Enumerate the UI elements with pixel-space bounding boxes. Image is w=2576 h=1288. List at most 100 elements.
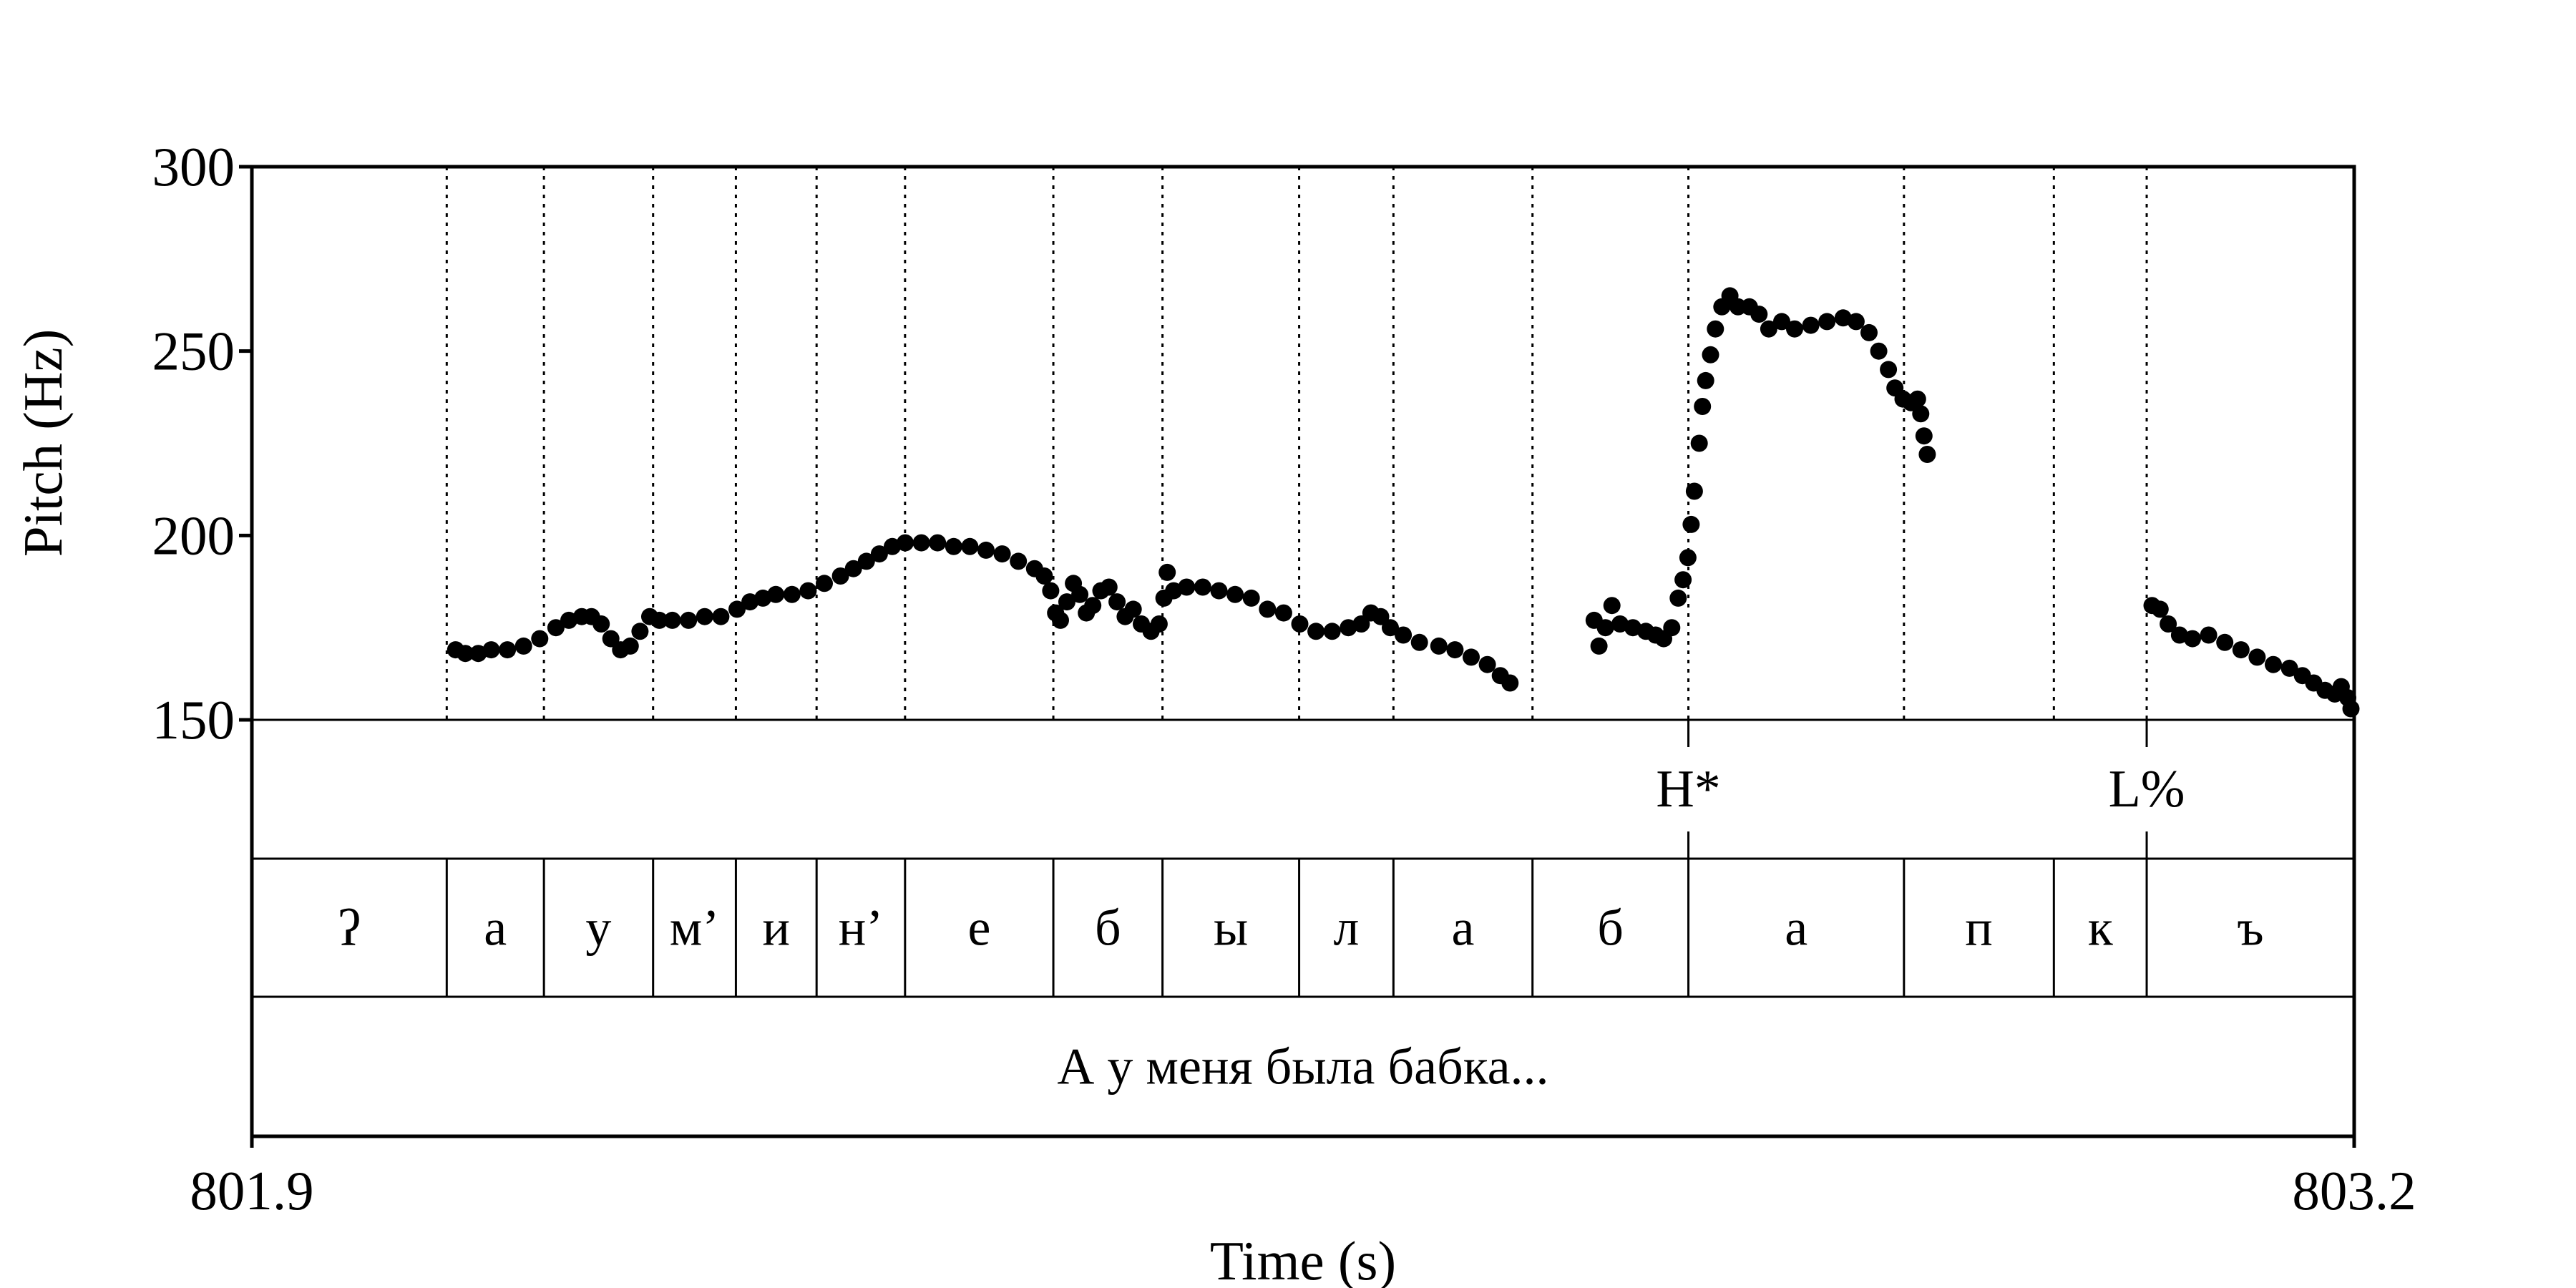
- segment-label: п: [1965, 899, 1993, 957]
- pitch-point: [1870, 342, 1888, 360]
- pitch-point: [1478, 655, 1496, 673]
- pitch-track: [447, 287, 2360, 718]
- segment-label: л: [1333, 899, 1359, 957]
- pitch-point: [1603, 597, 1621, 615]
- pitch-point: [1108, 593, 1126, 611]
- pitch-point: [1847, 313, 1865, 331]
- pitch-point: [977, 541, 995, 559]
- pitch-point: [469, 645, 487, 663]
- pitch-point: [2151, 600, 2169, 618]
- segment-label: а: [484, 899, 507, 957]
- pitch-point: [1084, 597, 1102, 615]
- pitch-point: [1446, 641, 1464, 659]
- tier-dividers: [445, 859, 2148, 997]
- pitch-point: [2200, 626, 2218, 644]
- segment-label: ы: [1214, 899, 1248, 957]
- pitch-point: [1697, 371, 1714, 389]
- pitch-point: [870, 545, 888, 563]
- pitch-point: [1352, 615, 1370, 633]
- pitch-point: [1194, 578, 1211, 596]
- pitch-point: [621, 637, 639, 655]
- pitch-point: [1624, 619, 1641, 637]
- pitch-point: [1150, 615, 1168, 633]
- pitch-point: [754, 589, 772, 607]
- pitch-point: [1674, 571, 1692, 589]
- pitch-point: [1682, 515, 1700, 533]
- pitch-point: [1042, 582, 1060, 600]
- pitch-point: [1058, 593, 1075, 611]
- pitch-point: [1323, 623, 1341, 640]
- pitch-point: [547, 619, 565, 637]
- pitch-point: [1307, 623, 1325, 640]
- tone-tier: H* L%: [1656, 720, 2185, 859]
- pitch-point: [680, 611, 698, 629]
- tone-label: H*: [1656, 760, 1720, 819]
- segment-label: е: [967, 899, 990, 957]
- pitch-point: [650, 611, 668, 629]
- pitch-point: [1760, 320, 1777, 338]
- pitch-point: [897, 534, 914, 552]
- pitch-point: [912, 534, 930, 552]
- word-tier: А у меня была бабка...: [1057, 1038, 1548, 1096]
- segment-label: а: [1785, 899, 1807, 957]
- pitch-point: [1915, 427, 1933, 445]
- pitch-point: [844, 560, 862, 577]
- pitch-point: [741, 593, 759, 611]
- plot-frame: [250, 165, 2356, 1138]
- pitch-point: [560, 611, 577, 629]
- pitch-point: [1178, 578, 1196, 596]
- pitch-point: [783, 585, 801, 603]
- pitch-point: [1242, 589, 1260, 607]
- pitch-point: [1596, 619, 1614, 637]
- pitch-point: [602, 630, 620, 648]
- pitch-point: [884, 537, 901, 555]
- pitch-point: [696, 608, 713, 625]
- pitch-point: [1707, 320, 1724, 338]
- pitch-point: [1071, 585, 1089, 603]
- pitch-point: [1663, 619, 1681, 637]
- pitch-point: [857, 552, 875, 570]
- pitch-point: [799, 582, 817, 600]
- pitch-point: [1372, 608, 1390, 625]
- pitch-point: [1880, 361, 1898, 379]
- pitch-point: [2160, 615, 2177, 633]
- pitch-point: [1750, 306, 1768, 323]
- pitch-point: [945, 537, 962, 555]
- pitch-point: [1908, 390, 1926, 408]
- pitch-point: [1669, 589, 1687, 607]
- pitch-point: [1210, 582, 1228, 600]
- pitch-point: [1382, 619, 1399, 637]
- pitch-point: [2265, 655, 2282, 673]
- x-tick-label-start: 801.9: [190, 1160, 313, 1221]
- segment-label: ʔ: [338, 899, 361, 957]
- pitch-point: [1340, 619, 1357, 637]
- pitch-point: [631, 623, 649, 640]
- boundary-gridlines: [445, 167, 2148, 720]
- y-axis-label: Pitch (Hz): [12, 329, 74, 557]
- pitch-point: [1052, 611, 1069, 629]
- pitch-point: [1395, 626, 1413, 644]
- y-tick-label: 200: [152, 504, 235, 566]
- pitch-point: [831, 567, 849, 585]
- pitch-point: [1463, 648, 1480, 666]
- pitch-point: [1786, 320, 1803, 338]
- pitch-point: [499, 641, 517, 659]
- pitch-point: [2216, 633, 2234, 651]
- segment-label: к: [2088, 899, 2114, 957]
- pitch-point: [929, 534, 947, 552]
- segment-label: б: [1095, 899, 1121, 957]
- x-tick-label-end: 803.2: [2292, 1160, 2416, 1221]
- pitch-point: [2184, 630, 2201, 648]
- pitch-point: [1590, 637, 1608, 655]
- segment-label: ъ: [2237, 899, 2263, 957]
- segment-label: м’: [670, 899, 720, 957]
- pitch-point: [1694, 398, 1712, 415]
- segment-tier: ʔ а у м’ и н’ е б ы л а б а п к ъ: [338, 899, 2263, 957]
- tone-label: L%: [2109, 760, 2185, 819]
- pitch-point: [457, 645, 474, 663]
- segment-label: б: [1597, 899, 1624, 957]
- y-tick-label: 150: [152, 689, 235, 751]
- segment-label: н’: [839, 899, 884, 957]
- pitch-point: [767, 585, 785, 603]
